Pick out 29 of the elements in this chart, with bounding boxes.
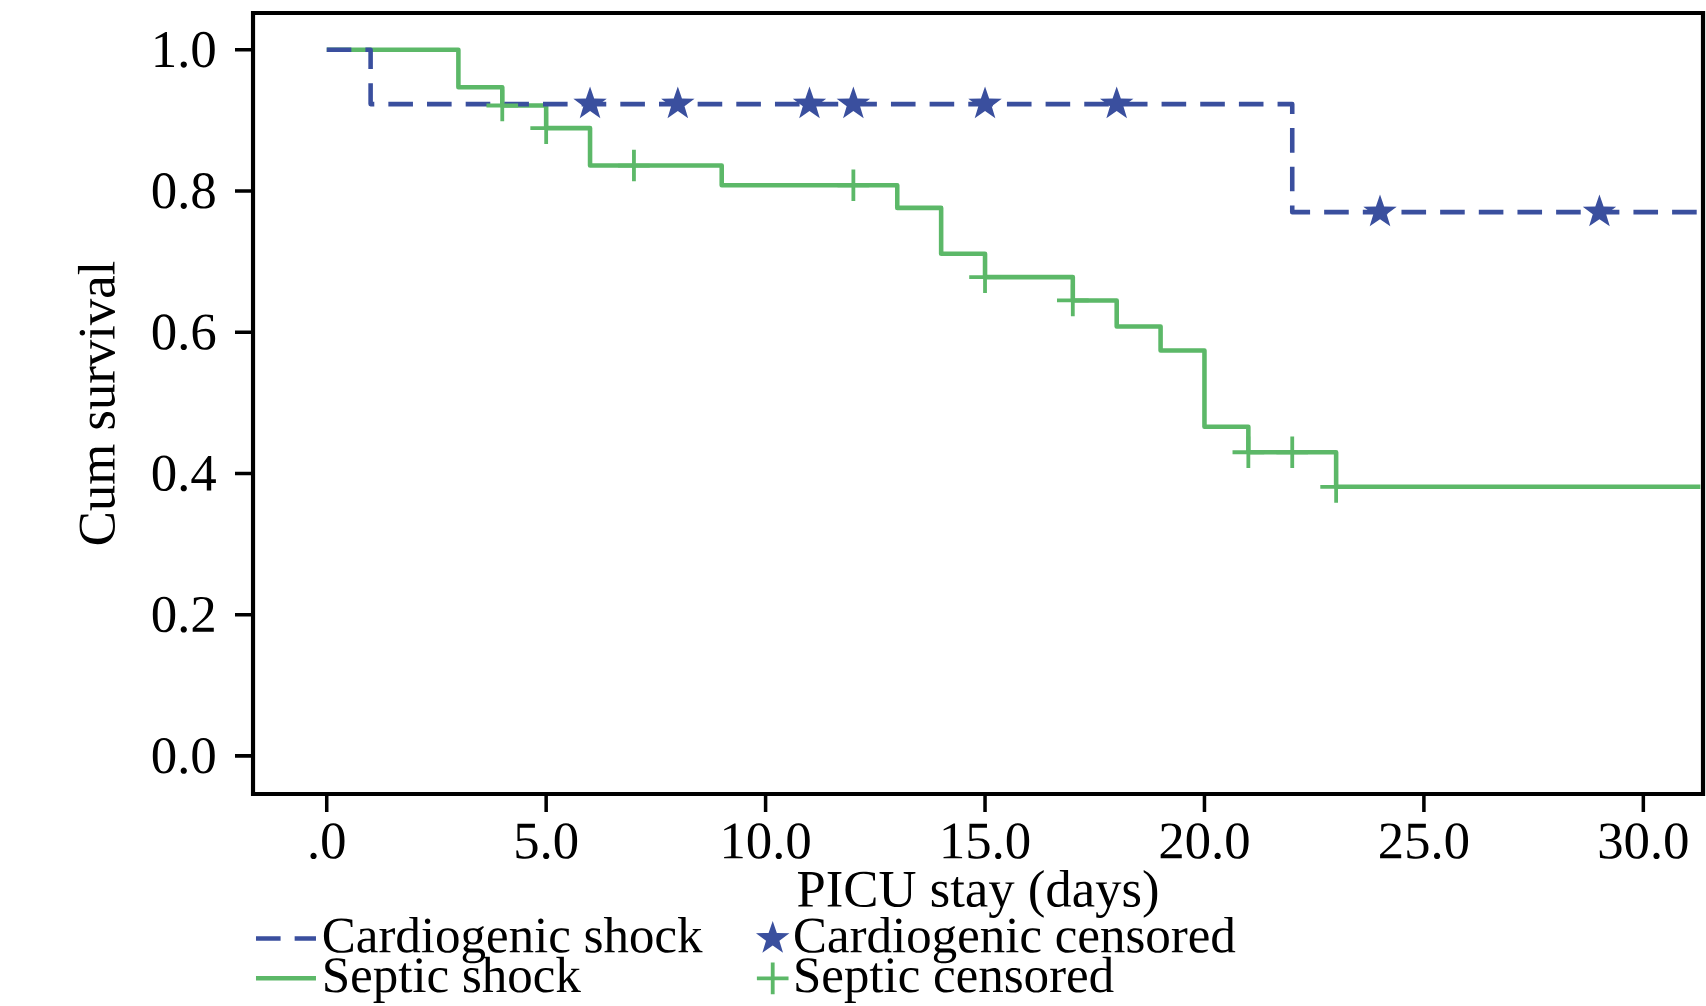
point: [792, 86, 827, 119]
x-tick-label: 20.0: [1160, 823, 1249, 860]
point: [968, 86, 1002, 119]
point: [618, 149, 650, 182]
y-tick-label: 0.8: [152, 173, 215, 209]
x-tick-label: .0: [310, 823, 345, 860]
y-axis-title: Cum survival: [77, 261, 115, 545]
y-tick-label: 0.0: [152, 737, 215, 774]
x-tick-label: 5.0: [516, 823, 578, 860]
point: [1276, 436, 1309, 469]
point: [1057, 284, 1089, 317]
x-axis-title: PICU stay (days): [797, 870, 1158, 918]
point: [1232, 436, 1265, 469]
y-tick-label: 0.2: [152, 596, 214, 633]
point: [1099, 86, 1134, 119]
y-tick-label: 0.4: [152, 455, 216, 492]
y-tick-label: 0.6: [152, 314, 216, 351]
point: [486, 89, 519, 122]
y-tick-label: 1.0: [155, 31, 215, 68]
point: [836, 86, 871, 119]
x-tick-label: 10.0: [724, 823, 810, 860]
point: [1582, 194, 1617, 227]
point: [1363, 194, 1397, 227]
point: [837, 169, 870, 202]
point: [573, 86, 607, 119]
x-tick-label: 30.0: [1599, 823, 1688, 860]
x-tick-label: 25.0: [1380, 823, 1469, 860]
x-tick-label: 15.0: [943, 823, 1030, 860]
point: [661, 86, 695, 119]
